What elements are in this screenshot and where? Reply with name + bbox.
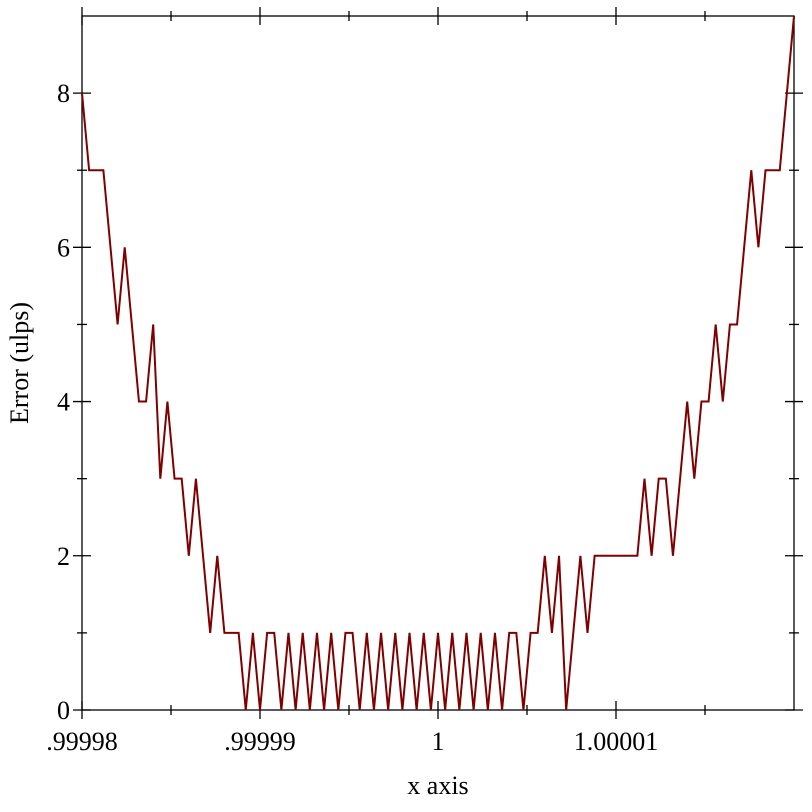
x-tick-label: .99998 (46, 727, 118, 756)
x-tick-label: .99999 (224, 727, 296, 756)
error-line (81, 15, 795, 711)
x-tick-label: 1 (432, 727, 445, 756)
y-tick-label: 0 (57, 696, 70, 725)
x-axis-label: x axis (407, 771, 468, 800)
y-tick-label: 8 (57, 79, 70, 108)
plot-frame (81, 15, 795, 711)
x-tick-label: 1.00001 (574, 727, 659, 756)
y-tick-label: 4 (57, 388, 70, 417)
y-axis-label: Error (ulps) (5, 302, 34, 424)
y-tick-label: 2 (57, 542, 70, 571)
y-tick-label: 6 (57, 233, 70, 262)
